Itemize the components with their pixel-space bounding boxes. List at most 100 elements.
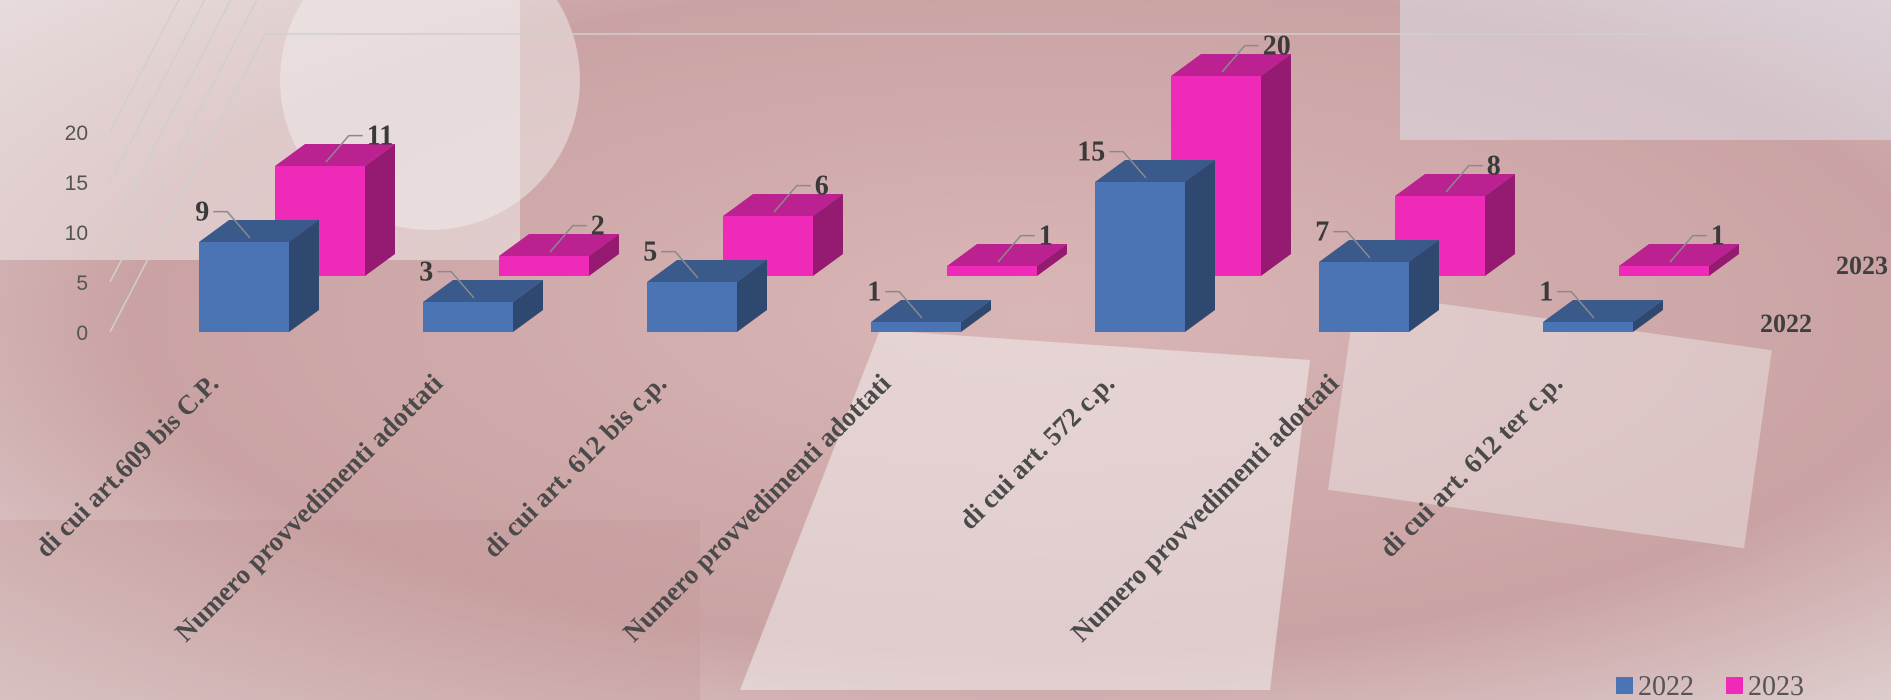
bar-2022-4-side [1185,160,1215,332]
bar-2022-6-leader [1557,290,1595,319]
bar-2023-1-top [499,234,619,256]
x-category-label: Numero provvedimenti adottati [1065,368,1345,648]
bar-2022-3: 1 [867,277,991,332]
bar-2022-5-top [1319,240,1439,262]
bar-2023-0-leader [325,134,363,163]
bar-2022-1-value-label: 3 [419,257,433,288]
bar-2022-6-front [1543,322,1633,332]
bar-2023-2-leader [773,184,811,213]
bar-2022-1-side [513,280,543,332]
depth-label-2022: 2022 [1760,309,1812,338]
grid-lines [109,0,1830,333]
bar-2023-4-side [1261,54,1291,276]
y-tick-label: 0 [76,322,88,345]
bar-2022-2-top [647,260,767,282]
bar-2022-5-front [1319,262,1409,332]
y-tick-label: 15 [65,172,88,195]
bar-2023-0-value-label: 11 [367,121,393,152]
bar-2023-1-value-label: 2 [591,211,605,242]
x-category-label: di cui art. 612 bis c.p. [477,368,672,563]
bar-2023-6-front [1619,266,1709,276]
y-tick-label: 20 [65,122,88,145]
x-category-label: Numero provvedimenti adottati [169,368,449,648]
legend-swatch-2022 [1616,677,1633,694]
grid-line-diagonal [109,0,180,133]
grid-line-diagonal [109,0,232,233]
bar-2022-6-value-label: 1 [1539,277,1553,308]
bar-2022-4-value-label: 15 [1077,137,1105,168]
bar-2022-2: 5 [643,237,767,332]
bar-2023-0-top [275,144,395,166]
bar-2022-4-top [1095,160,1215,182]
bar-2022-0-side [289,220,319,332]
bar-2023-4-top [1171,54,1291,76]
bar-2023-4-leader [1221,44,1259,73]
grid-line-diagonal [109,0,258,283]
bar-2023-6-value-label: 1 [1711,221,1725,252]
bar-2022-6-side [1633,300,1663,332]
bar-2022-2-leader [661,250,699,279]
bar-2023-1-side [589,234,619,276]
bar-2023-6-leader [1669,234,1707,263]
depth-axis-labels: 2022 2023 [1760,251,1888,338]
bar-2022-6: 1 [1539,277,1663,332]
bar-2022-0-front [199,242,289,332]
bar-2022-3-top [871,300,991,322]
bar-2023-3-side [1037,244,1067,276]
x-category-label: di cui art.609 bis C.P. [29,368,224,563]
bar-2022-4-leader [1109,150,1147,179]
bar-2022-3-front [871,322,961,332]
y-tick-label: 5 [76,272,88,295]
y-axis-ticks: 0 5 10 15 20 [65,122,88,345]
bar-2023-5-side [1485,174,1515,276]
bar-2023-3: 1 [947,221,1067,276]
legend-label-2023: 2023 [1748,671,1804,700]
bar-2023-2-value-label: 6 [815,171,829,202]
bar-2023-1-leader [549,224,587,253]
bar-2022-1-leader [437,270,475,299]
bar-2022-5-side [1409,240,1439,332]
x-axis-labels: di cui art.609 bis C.P.Numero provvedime… [29,368,1568,648]
bar-2022-0-top [199,220,319,242]
bar-2022-0-value-label: 9 [195,197,209,228]
y-tick-label: 10 [65,222,88,245]
bar-2023-2-top [723,194,843,216]
bar-2023-6-side [1709,244,1739,276]
bar-2022-5: 7 [1315,217,1439,332]
bar-2022-0: 9 [195,197,319,332]
bar-2023-1: 2 [499,211,619,276]
bar-2023-2-side [813,194,843,276]
bar-2022-3-value-label: 1 [867,277,881,308]
bar-2023-6: 1 [1619,221,1739,276]
bar-2022-5-leader [1333,230,1371,259]
bar-2023-4-value-label: 20 [1263,31,1291,62]
legend: 2022 2023 [1616,671,1804,700]
bar-2023-3-top [947,244,1067,266]
bar-2022-3-leader [885,290,923,319]
bar-2022-4-front [1095,182,1185,332]
bar-2022-2-value-label: 5 [643,237,657,268]
grid-line-diagonal [109,0,206,183]
bar-2023-5-value-label: 8 [1487,151,1501,182]
bar-2022-1-top [423,280,543,302]
bar-2023-3-value-label: 1 [1039,221,1053,252]
bar-2023-5-leader [1445,164,1483,193]
bar-2022-5-value-label: 7 [1315,217,1329,248]
bar-2022-2-front [647,282,737,332]
x-category-label: di cui art. 572 c.p. [953,368,1120,535]
x-category-label: di cui art. 612 ter c.p. [1373,368,1568,563]
grid-line-diagonal [109,33,266,333]
bar-2022-4: 15 [1077,137,1215,332]
legend-label-2022: 2022 [1638,671,1694,700]
bar-2022-1-front [423,302,513,332]
x-category-label: Numero provvedimenti adottati [617,368,897,648]
bar-2022-6-top [1543,300,1663,322]
bar-2022-0-leader [213,210,251,239]
bar-2022-3-side [961,300,991,332]
depth-label-2023: 2023 [1836,251,1888,280]
bar-2023-1-front [499,256,589,276]
